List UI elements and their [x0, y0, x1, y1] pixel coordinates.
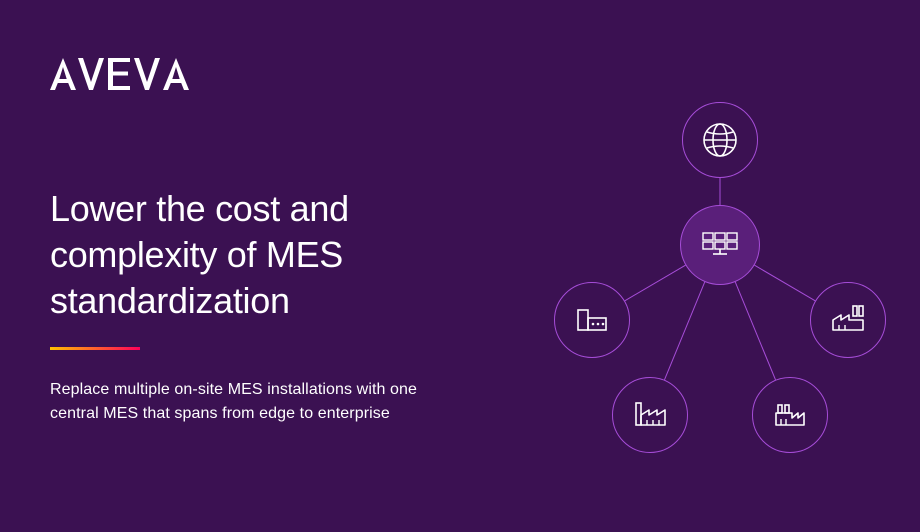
diagram-node-globe	[682, 102, 758, 178]
diagram-node-fac-br	[752, 377, 828, 453]
factory-right-icon	[826, 298, 870, 342]
subtext: Replace multiple on-site MES installatio…	[50, 378, 440, 426]
slide: Lower the cost and complexity of MES sta…	[0, 0, 920, 532]
headline-text: Lower the cost and complexity of MES sta…	[50, 186, 470, 324]
factory-bl-icon	[628, 393, 672, 437]
diagram-node-center	[680, 205, 760, 285]
network-diagram	[530, 90, 910, 510]
diagram-node-fac-bl	[612, 377, 688, 453]
factory-left-icon	[570, 298, 614, 342]
diagram-node-fac-left	[554, 282, 630, 358]
monitor-grid-icon	[698, 223, 742, 267]
diagram-node-fac-right	[810, 282, 886, 358]
factory-br-icon	[768, 393, 812, 437]
accent-underline	[50, 347, 140, 350]
globe-icon	[698, 118, 742, 162]
aveva-logo	[50, 58, 200, 101]
